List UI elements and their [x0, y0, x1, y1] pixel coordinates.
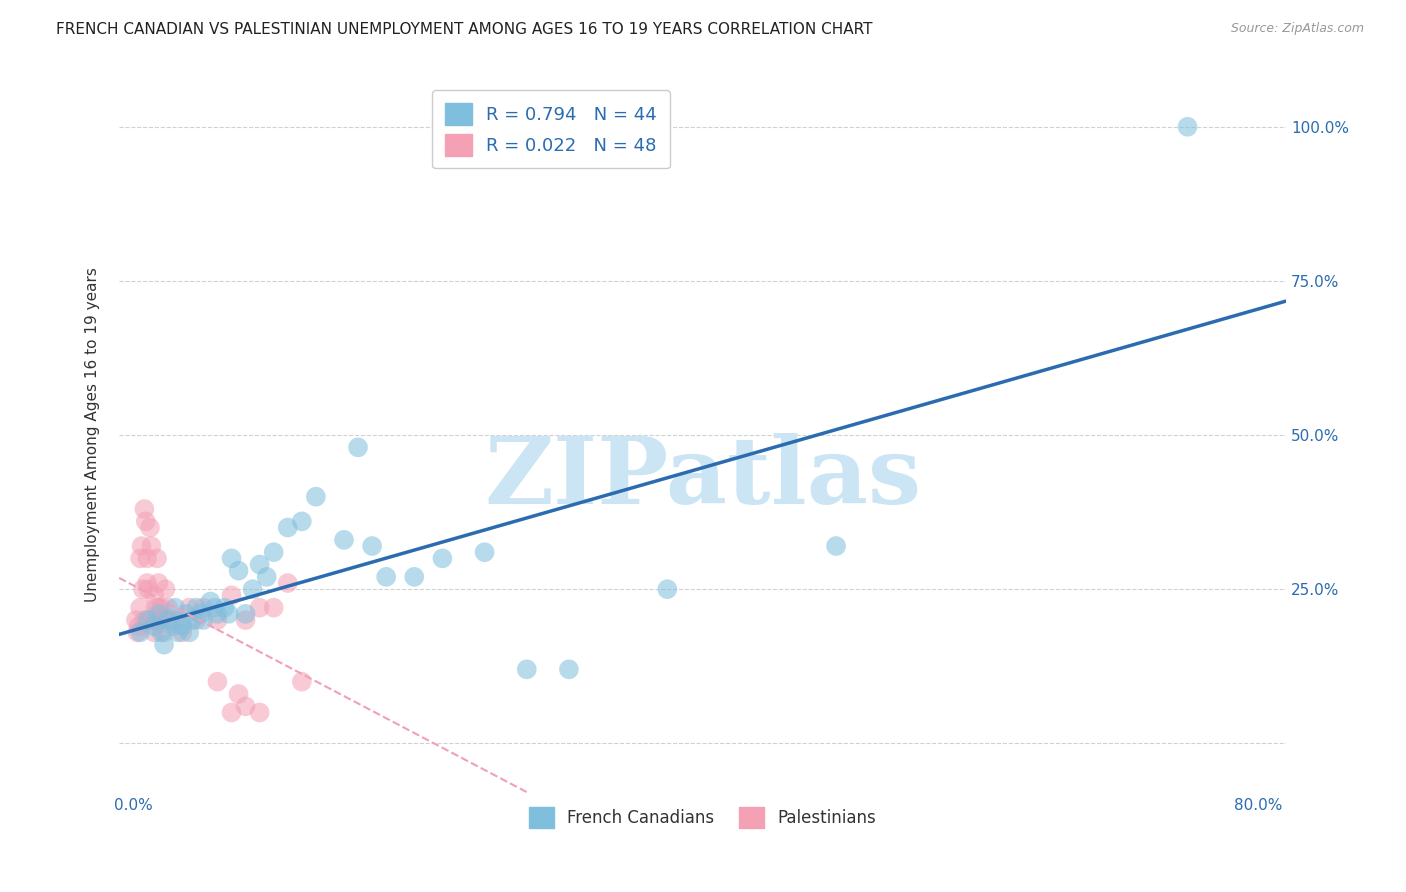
- Point: [825, 539, 848, 553]
- Point: [153, 638, 176, 652]
- Point: [160, 613, 183, 627]
- Point: [249, 706, 271, 720]
- Point: [375, 570, 398, 584]
- Point: [148, 576, 170, 591]
- Point: [136, 613, 159, 627]
- Point: [150, 613, 173, 627]
- Point: [277, 520, 299, 534]
- Legend: French Canadians, Palestinians: French Canadians, Palestinians: [522, 801, 883, 834]
- Point: [127, 625, 149, 640]
- Point: [134, 502, 156, 516]
- Point: [277, 576, 299, 591]
- Point: [136, 576, 159, 591]
- Point: [657, 582, 679, 597]
- Point: [136, 551, 159, 566]
- Point: [218, 607, 240, 621]
- Point: [143, 625, 166, 640]
- Point: [228, 687, 250, 701]
- Point: [204, 600, 226, 615]
- Point: [190, 607, 212, 621]
- Point: [249, 600, 271, 615]
- Point: [291, 514, 314, 528]
- Point: [145, 600, 167, 615]
- Point: [207, 607, 229, 621]
- Point: [131, 539, 153, 553]
- Point: [134, 613, 156, 627]
- Point: [558, 662, 581, 676]
- Point: [179, 600, 201, 615]
- Point: [221, 706, 243, 720]
- Point: [138, 582, 160, 597]
- Point: [179, 625, 201, 640]
- Point: [207, 674, 229, 689]
- Point: [165, 600, 187, 615]
- Point: [155, 582, 177, 597]
- Point: [235, 613, 257, 627]
- Point: [148, 600, 170, 615]
- Point: [150, 625, 173, 640]
- Point: [235, 699, 257, 714]
- Point: [162, 619, 184, 633]
- Point: [150, 600, 173, 615]
- Point: [132, 582, 155, 597]
- Text: Source: ZipAtlas.com: Source: ZipAtlas.com: [1230, 22, 1364, 36]
- Point: [516, 662, 538, 676]
- Point: [149, 613, 172, 627]
- Point: [181, 613, 204, 627]
- Point: [263, 545, 285, 559]
- Point: [249, 558, 271, 572]
- Point: [148, 607, 170, 621]
- Point: [125, 613, 148, 627]
- Point: [172, 625, 194, 640]
- Point: [128, 619, 150, 633]
- Point: [221, 551, 243, 566]
- Point: [186, 600, 208, 615]
- Point: [157, 613, 180, 627]
- Point: [333, 533, 356, 547]
- Point: [474, 545, 496, 559]
- Point: [361, 539, 384, 553]
- Point: [221, 588, 243, 602]
- Point: [207, 613, 229, 627]
- Point: [176, 607, 198, 621]
- Text: ZIPatlas: ZIPatlas: [484, 433, 921, 523]
- Point: [141, 539, 163, 553]
- Point: [135, 514, 157, 528]
- Point: [146, 551, 169, 566]
- Point: [143, 619, 166, 633]
- Point: [139, 613, 162, 627]
- Text: FRENCH CANADIAN VS PALESTINIAN UNEMPLOYMENT AMONG AGES 16 TO 19 YEARS CORRELATIO: FRENCH CANADIAN VS PALESTINIAN UNEMPLOYM…: [56, 22, 873, 37]
- Point: [305, 490, 328, 504]
- Point: [139, 520, 162, 534]
- Point: [347, 441, 370, 455]
- Point: [193, 600, 215, 615]
- Point: [167, 625, 190, 640]
- Point: [200, 594, 222, 608]
- Point: [145, 613, 167, 627]
- Point: [432, 551, 454, 566]
- Point: [228, 564, 250, 578]
- Point: [172, 619, 194, 633]
- Point: [291, 674, 314, 689]
- Y-axis label: Unemployment Among Ages 16 to 19 years: Unemployment Among Ages 16 to 19 years: [86, 268, 100, 602]
- Point: [242, 582, 264, 597]
- Point: [256, 570, 278, 584]
- Point: [142, 613, 165, 627]
- Point: [157, 600, 180, 615]
- Point: [404, 570, 426, 584]
- Point: [1177, 120, 1199, 134]
- Point: [235, 607, 257, 621]
- Point: [129, 551, 152, 566]
- Point: [165, 613, 187, 627]
- Point: [214, 600, 236, 615]
- Point: [143, 588, 166, 602]
- Point: [193, 613, 215, 627]
- Point: [263, 600, 285, 615]
- Point: [129, 625, 152, 640]
- Point: [186, 613, 208, 627]
- Point: [153, 625, 176, 640]
- Point: [129, 600, 152, 615]
